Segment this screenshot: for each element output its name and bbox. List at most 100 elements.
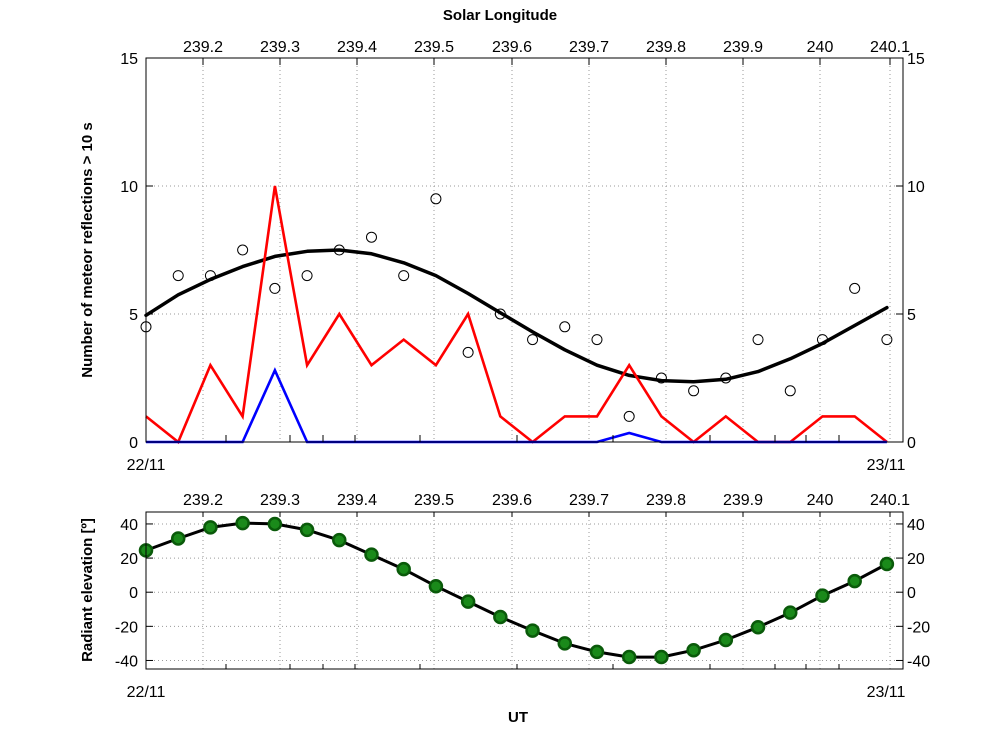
top-chart-top-tick-label: 239.5: [414, 39, 454, 56]
bottom-chart-series-radiant-elevation-line: [145, 521, 888, 659]
bottom-chart-y-tick-label-left: -40: [115, 653, 138, 670]
top-chart-data-point: [784, 385, 796, 397]
bottom-chart-data-point: [718, 632, 734, 648]
bottom-chart-top-tick-label: 239.8: [646, 492, 686, 509]
bottom-chart-data-point: [750, 619, 766, 635]
bottom-chart-top-tick-label: 239.9: [723, 492, 763, 509]
bottom-chart-top-tick-label: 239.2: [183, 492, 223, 509]
bottom-chart-data-point: [332, 532, 347, 548]
top-chart-y-tick-label-right: 10: [907, 179, 925, 196]
bottom-chart-top-tick-label: 239.3: [260, 492, 300, 509]
bottom-chart-y-tick-label-right: 20: [907, 551, 925, 568]
top-chart-data-point: [881, 334, 893, 346]
top-chart-data-point: [430, 193, 442, 205]
top-chart-data-point: [462, 346, 474, 358]
bottom-chart-x-end-label: 23/11: [867, 684, 906, 701]
bottom-chart-y-tick-label-right: 0: [907, 585, 916, 602]
bottom-chart-x-label: UT: [508, 709, 528, 726]
top-chart-data-point: [365, 231, 377, 243]
bottom-chart-data-point: [557, 636, 573, 651]
bottom-chart-top-tick-label: 239.7: [569, 492, 609, 509]
bottom-chart-data-point: [654, 649, 669, 665]
bottom-chart-data-point: [299, 522, 315, 538]
bottom-chart-data-point: [847, 573, 862, 589]
bottom-chart-data-point: [267, 516, 283, 532]
bottom-chart-series: [138, 515, 895, 665]
top-chart-y-tick-label-right: 15: [907, 51, 925, 68]
top-chart-series: [140, 185, 893, 445]
bottom-chart-y-tick-label-right: 40: [907, 517, 925, 534]
bottom-chart-grid: [146, 512, 903, 669]
top-chart-x-end-label: 23/11: [867, 457, 906, 474]
top-chart-data-point: [527, 334, 539, 346]
top-chart-series-red-series-line: [145, 185, 888, 445]
bottom-chart-top-tick-label: 240.1: [870, 492, 910, 509]
bottom-chart-top-tick-label: 240: [807, 492, 834, 509]
bottom-chart-y-tick-label-left: -20: [115, 619, 138, 636]
top-chart-data-point: [623, 410, 635, 422]
bottom-chart-data-point: [815, 588, 830, 603]
bottom-chart-y-tick-label-left: 0: [129, 585, 138, 602]
bottom-chart-x-start-label: 22/11: [127, 684, 166, 701]
top-chart-frame: [145, 57, 904, 443]
bottom-chart-top-tick-label: 239.5: [414, 492, 454, 509]
bottom-chart-data-point: [686, 642, 701, 658]
top-chart-top-tick-label: 239.6: [492, 39, 532, 56]
top-chart-data-point: [301, 270, 313, 282]
top-chart-data-point: [688, 385, 700, 397]
top-chart-series-fit-line: [144, 248, 889, 384]
top-chart-top-tick-label: 239.7: [569, 39, 609, 56]
top-chart-data-point: [752, 334, 764, 346]
bottom-chart-y-tick-label-right: -40: [907, 653, 930, 670]
top-chart-top-tick-label: 239.9: [723, 39, 763, 56]
top-chart-data-point: [269, 282, 281, 294]
top-chart-y-tick-label-left: 0: [129, 435, 138, 452]
top-chart-data-point: [172, 270, 184, 282]
bottom-chart-top-tick-label: 239.6: [492, 492, 532, 509]
bottom-chart-data-point: [396, 561, 411, 577]
bottom-chart-data-point: [170, 531, 186, 546]
top-chart-series-blue-series-line: [146, 367, 887, 444]
top-chart-axes: 239.2 239.3 239.4 239.5 239.6 239.7 239.8 239.9…: [120, 39, 925, 452]
top-chart-y-tick-label-left: 5: [129, 307, 138, 324]
bottom-chart-data-point: [364, 547, 379, 562]
top-chart-data-point: [655, 372, 667, 384]
top-chart-top-tick-label: 239.4: [337, 39, 377, 56]
bottom-chart-axes: 239.2 239.3 239.4 239.5 239.6 239.7 239.8 239.9…: [115, 492, 930, 670]
top-chart-top-tick-label: 239.8: [646, 39, 686, 56]
bottom-chart-data-point: [525, 623, 540, 638]
top-chart-y-tick-label-left: 10: [120, 179, 138, 196]
top-chart-data-point: [591, 334, 603, 346]
top-chart-top-tick-label: 239.2: [183, 39, 223, 56]
top-chart-y-label: Number of meteor reflections > 10 s: [79, 122, 96, 378]
top-chart-y-tick-label-right: 5: [907, 307, 916, 324]
top-chart-top-tick-label: 240.1: [870, 39, 910, 56]
top-chart-data-point: [237, 244, 249, 256]
bottom-chart-data-point: [428, 578, 444, 594]
bottom-chart-data-point: [879, 556, 895, 572]
bottom-chart-data-point: [203, 520, 218, 535]
bottom-chart-y-tick-label-right: -20: [907, 619, 930, 636]
top-chart-x-start-label: 22/11: [127, 457, 166, 474]
bottom-chart-data-point: [783, 605, 798, 620]
bottom-chart-frame: [145, 511, 904, 670]
bottom-chart-data-point: [621, 649, 637, 665]
top-chart-top-tick-label: 239.3: [260, 39, 300, 56]
bottom-chart-data-point: [235, 515, 250, 531]
bottom-chart-data-point: [589, 644, 605, 660]
top-chart-y-tick-label-right: 0: [907, 435, 916, 452]
top-chart-data-point: [398, 270, 410, 282]
bottom-chart-data-point: [493, 609, 508, 625]
top-chart-title: Solar Longitude: [443, 7, 557, 24]
top-chart-y-tick-label-left: 15: [120, 51, 138, 68]
bottom-chart-y-tick-label-left: 20: [120, 551, 138, 568]
top-chart-top-tick-label: 240: [807, 39, 834, 56]
bottom-chart-y-tick-label-left: 40: [120, 517, 138, 534]
top-chart-data-point: [849, 282, 861, 294]
top-chart-grid: [146, 57, 903, 443]
bottom-chart-y-label: Radiant elevation [º]: [79, 518, 96, 662]
bottom-chart-data-point: [460, 594, 476, 609]
top-chart-data-point: [559, 321, 571, 333]
